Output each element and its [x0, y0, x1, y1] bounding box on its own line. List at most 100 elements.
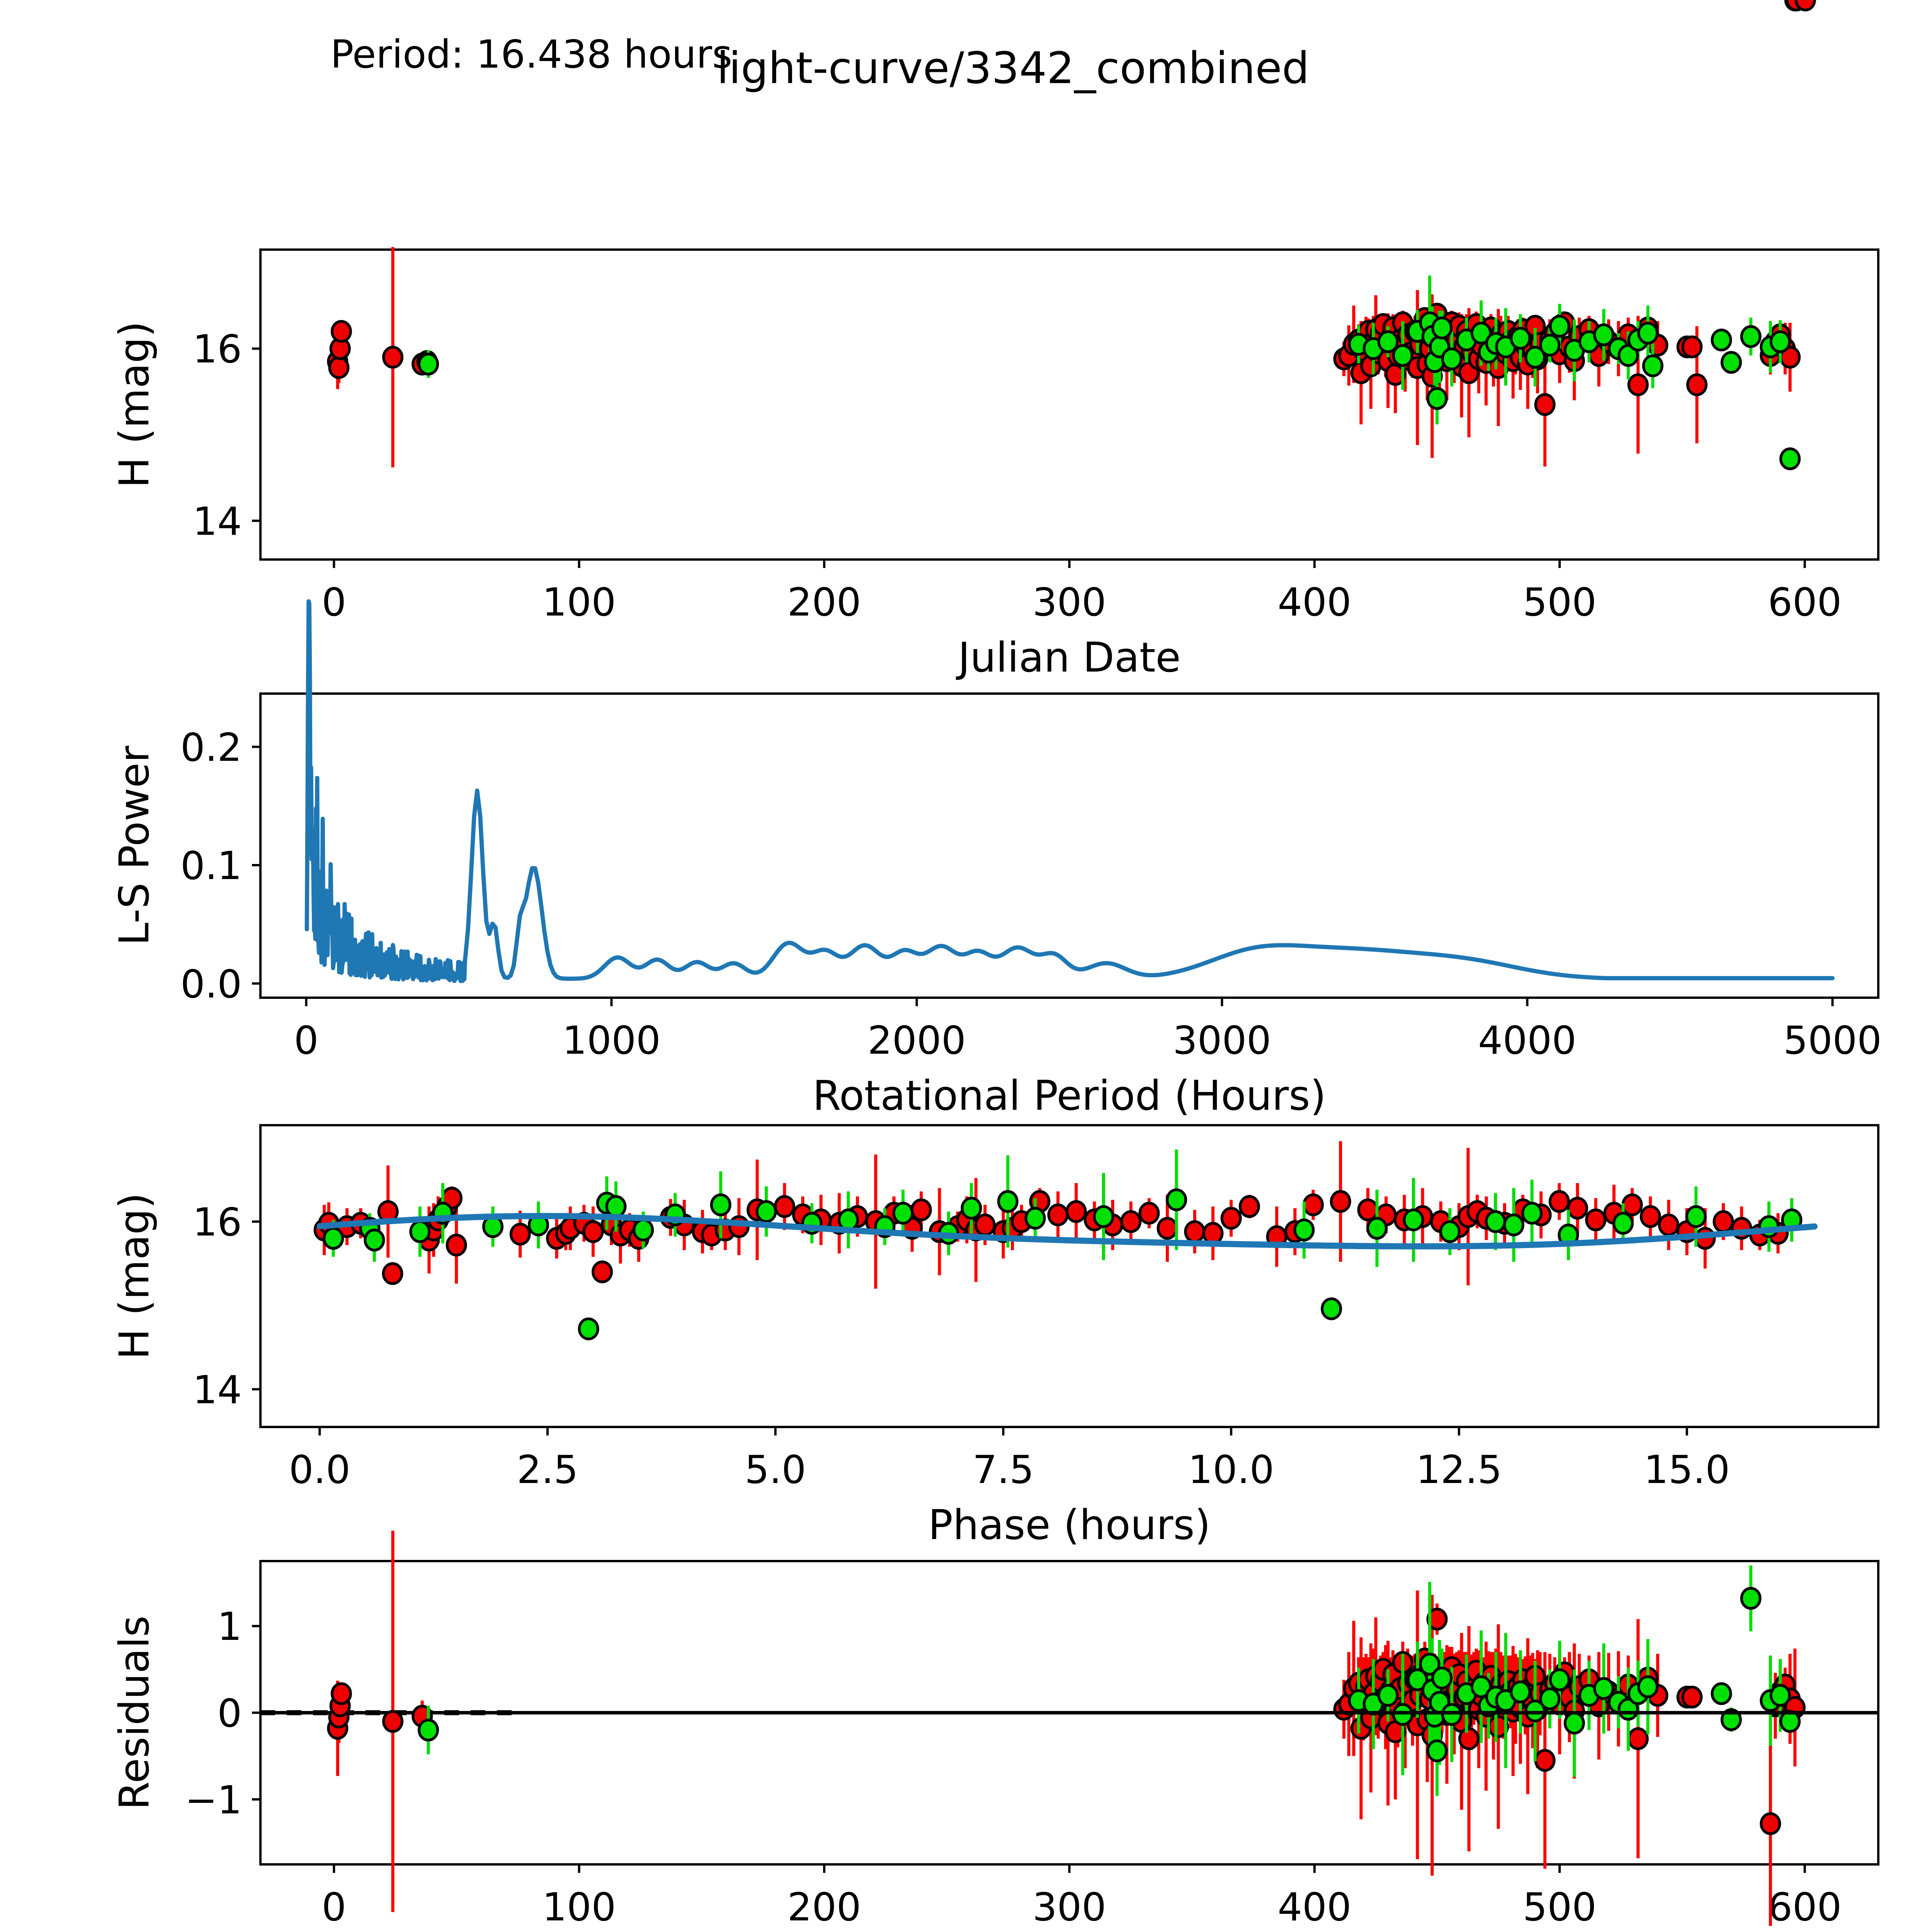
periodogram-yticklabel: 0.0: [180, 961, 242, 1007]
data-point: [1617, 344, 1639, 367]
sinusoid-fit-curve: [316, 1213, 1818, 1250]
data-point: [1713, 1210, 1734, 1233]
data-point: [1220, 1207, 1242, 1230]
raw-light-curve-xticklabel: 100: [542, 580, 616, 625]
data-point: [1658, 1213, 1679, 1236]
data-point: [1585, 1208, 1607, 1231]
data-point: [1024, 1207, 1046, 1230]
data-point: [1156, 1217, 1178, 1240]
data-point: [1612, 1212, 1634, 1235]
data-point: [1711, 1682, 1732, 1705]
data-point: [323, 1227, 344, 1250]
periodogram-xticklabel: 2000: [867, 1018, 966, 1063]
data-point: [1685, 1205, 1707, 1228]
phase-folded-xticklabel: 12.5: [1416, 1447, 1502, 1492]
data-point: [997, 1190, 1019, 1213]
data-point: [1521, 1202, 1543, 1225]
data-point: [1321, 1297, 1342, 1320]
data-point: [382, 345, 404, 369]
data-point: [1548, 1190, 1570, 1213]
panel-raw-light-curve: 0 100 200 300 400 500 600 14 16 Julian Date H (mag…: [111, 0, 1879, 681]
data-point: [592, 1260, 613, 1284]
data-point: [330, 320, 352, 343]
phase-folded-frame: [259, 1124, 1879, 1428]
periodogram-xticklabel: 1000: [562, 1018, 661, 1063]
data-point: [1293, 1218, 1315, 1242]
raw-light-curve-xticklabel: 600: [1768, 580, 1842, 625]
data-point: [1426, 1607, 1448, 1631]
data-point: [1534, 393, 1556, 416]
data-point: [446, 1233, 467, 1257]
periodogram-yticklabel: 0.2: [180, 725, 242, 770]
data-point: [710, 1193, 731, 1216]
data-point: [364, 1228, 385, 1252]
data-point: [1563, 1711, 1585, 1735]
data-point: [1377, 330, 1399, 353]
data-point: [605, 1195, 627, 1218]
periodogram-curve: [304, 599, 1835, 983]
raw-light-curve-xticklabel: 0: [322, 580, 347, 625]
raw-green-markers: [418, 311, 1801, 470]
data-point: [1047, 1203, 1069, 1226]
data-point: [1366, 1217, 1388, 1240]
residuals-yticklabel: 0: [217, 1691, 242, 1736]
periodogram-yaxis-label: L-S Power: [111, 746, 158, 946]
data-point: [330, 1682, 352, 1705]
periodogram-xaxis-label: Rotational Period (Hours): [813, 1072, 1326, 1119]
data-point: [1138, 1202, 1160, 1225]
data-point: [1720, 1708, 1742, 1731]
phase-folded-xticklabel: 2.5: [517, 1447, 578, 1492]
data-point: [1534, 1749, 1556, 1772]
data-point: [1593, 1677, 1614, 1700]
phase-folded-yticklabel: 14: [193, 1367, 242, 1412]
data-point: [1470, 1675, 1492, 1698]
data-point: [1621, 1193, 1643, 1216]
data-point: [1419, 1653, 1440, 1676]
data-point: [1426, 1739, 1448, 1762]
phase-folded-yaxis-label: H (mag): [111, 1193, 158, 1360]
data-point: [1392, 344, 1413, 367]
phase-folded-xticklabel: 15.0: [1644, 1447, 1730, 1492]
data-point: [1593, 323, 1614, 347]
phase-folded-xaxis-label: Phase (hours): [928, 1501, 1211, 1549]
phase-folded-xticklabel: 10.0: [1188, 1447, 1274, 1492]
periodogram-xticklabel: 3000: [1173, 1018, 1271, 1063]
residuals-xticklabel: 200: [787, 1884, 861, 1930]
periodogram-xticklabel: 0: [294, 1018, 319, 1063]
data-point: [418, 1718, 439, 1742]
data-point: [1711, 328, 1732, 352]
raw-light-curve-xticklabel: 500: [1523, 580, 1597, 625]
data-point: [1681, 1685, 1703, 1709]
phase-folded-xticklabel: 5.0: [745, 1447, 806, 1492]
data-point: [418, 352, 439, 376]
data-point: [1549, 315, 1570, 338]
data-point: [1642, 354, 1663, 378]
data-point: [1377, 1684, 1399, 1707]
data-point: [1093, 1205, 1114, 1228]
data-point: [1567, 1197, 1588, 1220]
data-point: [1510, 1680, 1531, 1704]
data-point: [774, 1195, 795, 1218]
data-point: [633, 1218, 654, 1242]
data-point: [910, 1198, 932, 1221]
raw-light-curve-xticklabel: 400: [1277, 580, 1351, 625]
data-point: [1065, 1200, 1087, 1223]
panel-phase-folded: 0.0 2.5 5.0 7.5 10.0 12.5 15.0 14 16 Phase (hours…: [111, 0, 1879, 1549]
data-point: [755, 1200, 777, 1223]
periodogram-frame: [259, 692, 1879, 999]
data-point: [509, 1223, 531, 1246]
residuals-xticklabel: 500: [1523, 1884, 1597, 1930]
data-point: [1681, 335, 1703, 359]
raw-light-curve-yaxis-label: H (mag): [111, 321, 158, 488]
data-point: [1740, 325, 1762, 348]
data-point: [1549, 1668, 1570, 1691]
data-point: [1470, 321, 1492, 345]
residuals-xticklabel: 400: [1277, 1884, 1351, 1930]
data-point: [961, 1197, 982, 1220]
panel-periodogram: 0 1000 2000 3000 4000 5000 0.0 0.1 0.2 Rotational…: [111, 599, 1882, 1119]
data-point: [1524, 345, 1546, 369]
phase-folded-xticklabel: 0.0: [289, 1447, 350, 1492]
